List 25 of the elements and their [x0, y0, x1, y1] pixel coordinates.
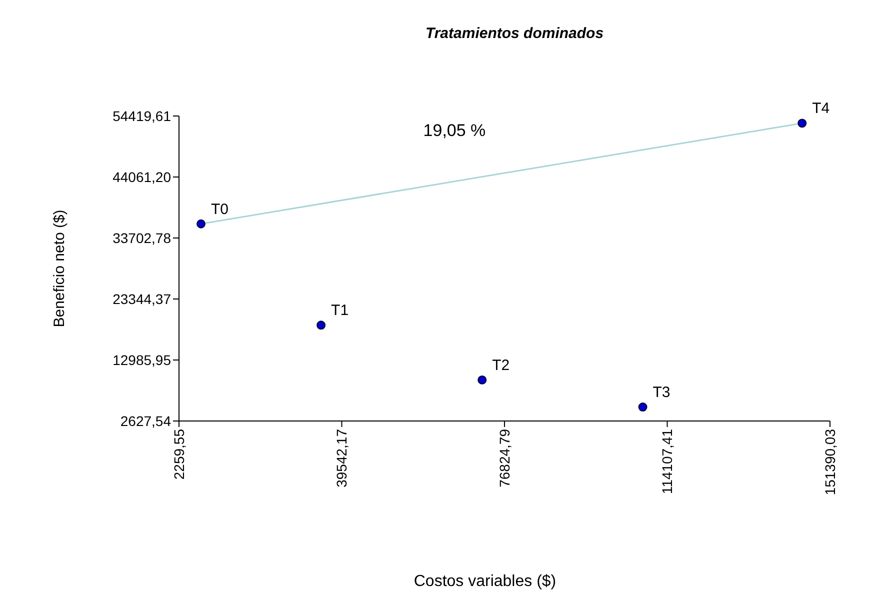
point: [798, 118, 807, 128]
point: [316, 320, 326, 330]
x-tick-label: 39542,17: [334, 428, 350, 488]
x-axis-title: Costos variables ($): [414, 573, 556, 590]
annotation: T1: [331, 302, 349, 320]
point: [196, 219, 206, 228]
y-tick-label: 44061,20: [112, 168, 172, 185]
annotation: T0: [211, 200, 229, 218]
annotation: T2: [492, 356, 510, 374]
x-tick-label: 2259,55: [170, 428, 187, 480]
x-tick-label: 114107,41: [659, 428, 676, 494]
y-tick-label: 54419,61: [112, 108, 172, 124]
y-tick-label: 2627,54: [120, 412, 172, 429]
y-axis-title: Beneficio neto ($): [51, 210, 68, 328]
annotation: T4: [812, 100, 830, 118]
y-tick-label: 23344,37: [112, 290, 172, 307]
x-tick-label: 151390,03: [822, 428, 838, 496]
point: [478, 375, 487, 384]
x-tick-label: 76824,79: [496, 428, 512, 488]
y-tick-label: 12985,95: [112, 352, 172, 368]
annotation: 19,05 %: [423, 121, 486, 140]
annotation: T3: [652, 384, 670, 402]
chart-title: Tratamientos dominados: [425, 25, 604, 42]
point: [638, 402, 648, 412]
y-tick-label: 33702,78: [112, 230, 172, 246]
